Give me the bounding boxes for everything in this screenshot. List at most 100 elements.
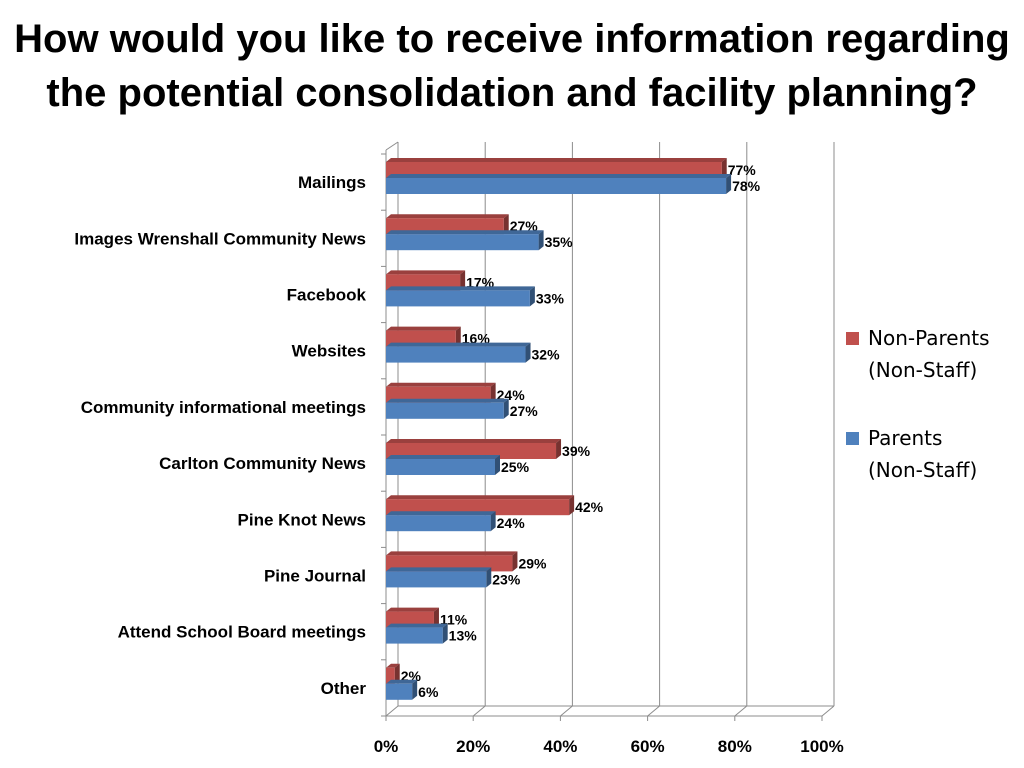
bar-non-parents-non-staff-mailings-side: [721, 158, 727, 178]
bar-non-parents-non-staff-pine-journal-side: [512, 551, 518, 572]
x-tick-label-2: 40%: [543, 737, 577, 756]
bar-non-parents-non-staff-websites-top: [386, 326, 461, 331]
bar-parents-non-staff-attend-school-board-meetings-top: [386, 623, 448, 628]
category-label-other: Other: [321, 679, 367, 698]
x-tick-label-1: 20%: [456, 737, 490, 756]
legend-swatch-non-parents: [846, 332, 859, 345]
bar-non-parents-non-staff-images-wrenshall-community-news-side: [503, 214, 509, 235]
floor-edge-2: [560, 705, 573, 717]
x-tick-label-5: 100%: [800, 737, 843, 756]
bar-parents-non-staff-websites-top: [386, 342, 531, 347]
bar-parents-non-staff-images-wrenshall-community-news-side: [538, 230, 544, 251]
x-tick-label-3: 60%: [631, 737, 665, 756]
data-label-non-parents-non-staff-pine-journal: 29%: [518, 555, 547, 571]
category-label-community-informational-meetings: Community informational meetings: [81, 398, 366, 417]
category-label-pine-knot-news: Pine Knot News: [238, 510, 366, 529]
bar-non-parents-non-staff-other-side: [394, 663, 400, 684]
data-label-non-parents-non-staff-mailings: 77%: [728, 162, 757, 178]
bar-parents-non-staff-other-side: [412, 679, 418, 700]
bar-parents-non-staff-mailings: [386, 178, 727, 194]
legend-label-parents-line-1: Parents: [868, 426, 943, 450]
chart-title: How would you like to receive informatio…: [0, 12, 1024, 120]
floor-edge-4: [734, 705, 748, 717]
data-label-parents-non-staff-community-informational-meetings: 27%: [510, 403, 539, 419]
bar-parents-non-staff-community-informational-meetings-top: [386, 398, 509, 403]
category-label-images-wrenshall-community-news: Images Wrenshall Community News: [74, 229, 366, 248]
category-label-facebook: Facebook: [287, 286, 367, 305]
bar-parents-non-staff-websites: [386, 346, 526, 363]
bar-non-parents-non-staff-carlton-community-news-side: [556, 439, 562, 459]
bar-parents-non-staff-other-top: [386, 679, 418, 684]
bar-non-parents-non-staff-pine-knot-news-side: [569, 495, 575, 516]
data-label-parents-non-staff-pine-journal: 23%: [492, 571, 521, 587]
bar-parents-non-staff-pine-knot-news-top: [386, 511, 496, 516]
left-wall-top: [385, 141, 399, 151]
legend-item-non-parents: Non-Parents (Non-Staff): [846, 322, 1016, 386]
floor-edge-5: [821, 705, 835, 717]
floor-edge-0: [385, 705, 399, 717]
floor-edge-1: [472, 705, 486, 717]
bar-non-parents-non-staff-attend-school-board-meetings-top: [386, 607, 439, 612]
bar-non-parents-non-staff-community-informational-meetings-side: [490, 382, 496, 403]
bar-non-parents-non-staff-pine-knot-news-top: [386, 495, 575, 500]
data-label-non-parents-non-staff-pine-knot-news: 42%: [575, 499, 604, 515]
bar-parents-non-staff-facebook-top: [386, 286, 535, 291]
data-label-parents-non-staff-other: 6%: [418, 684, 439, 700]
bar-parents-non-staff-facebook: [386, 290, 530, 307]
bar-parents-non-staff-mailings-side: [726, 174, 732, 194]
bar-non-parents-non-staff-community-informational-meetings-top: [386, 382, 496, 387]
data-label-parents-non-staff-carlton-community-news: 25%: [501, 459, 530, 475]
bar-parents-non-staff-websites-side: [525, 342, 531, 363]
data-label-parents-non-staff-attend-school-board-meetings: 13%: [449, 628, 478, 644]
bar-parents-non-staff-facebook-side: [529, 286, 535, 307]
floor-edge-3: [647, 705, 660, 717]
bar-parents-non-staff-community-informational-meetings-side: [503, 398, 509, 419]
bar-parents-non-staff-community-informational-meetings: [386, 402, 504, 419]
bar-parents-non-staff-attend-school-board-meetings-side: [442, 623, 448, 644]
bar-parents-non-staff-pine-knot-news-side: [490, 511, 496, 532]
bar-parents-non-staff-carlton-community-news-side: [495, 455, 500, 475]
data-label-parents-non-staff-pine-knot-news: 24%: [497, 515, 526, 531]
bar-non-parents-non-staff-attend-school-board-meetings-side: [433, 607, 439, 628]
data-label-non-parents-non-staff-carlton-community-news: 39%: [562, 443, 591, 459]
bar-parents-non-staff-attend-school-board-meetings: [386, 627, 443, 644]
x-tick-label-0: 0%: [374, 737, 399, 756]
category-label-pine-journal: Pine Journal: [264, 567, 366, 586]
chart-title-line-1: How would you like to receive informatio…: [14, 17, 1010, 61]
bar-parents-non-staff-other: [386, 683, 413, 700]
data-label-parents-non-staff-websites: 32%: [532, 347, 561, 363]
category-label-attend-school-board-meetings: Attend School Board meetings: [118, 623, 366, 642]
bar-non-parents-non-staff-other: [386, 667, 395, 684]
chart-title-line-2: the potential consolidation and facility…: [46, 71, 978, 115]
legend-label-parents-line-2: (Non-Staff): [868, 458, 978, 482]
legend-label-non-parents-line-2: (Non-Staff): [868, 358, 978, 382]
category-label-carlton-community-news: Carlton Community News: [159, 454, 366, 473]
category-label-websites: Websites: [292, 342, 366, 361]
data-label-parents-non-staff-mailings: 78%: [732, 178, 761, 194]
bar-parents-non-staff-pine-knot-news: [386, 515, 491, 532]
data-label-parents-non-staff-facebook: 33%: [536, 290, 565, 306]
legend: Non-Parents (Non-Staff) Parents (Non-Sta…: [846, 322, 1016, 522]
bar-parents-non-staff-pine-journal-side: [486, 567, 492, 588]
bar-parents-non-staff-images-wrenshall-community-news-top: [386, 230, 544, 235]
bar-non-parents-non-staff-images-wrenshall-community-news-top: [386, 214, 509, 219]
legend-swatch-parents: [846, 432, 859, 445]
bar-non-parents-non-staff-websites-side: [455, 326, 461, 347]
bar-non-parents-non-staff-facebook-top: [386, 270, 466, 275]
bar-non-parents-non-staff-pine-journal-top: [386, 551, 518, 556]
bar-parents-non-staff-carlton-community-news: [386, 459, 495, 475]
bar-non-parents-non-staff-facebook-side: [460, 270, 466, 291]
bar-non-parents-non-staff-carlton-community-news-top: [386, 439, 562, 443]
data-label-parents-non-staff-images-wrenshall-community-news: 35%: [545, 234, 574, 250]
legend-item-parents: Parents (Non-Staff): [846, 422, 1016, 486]
bar-parents-non-staff-mailings-top: [386, 174, 732, 178]
legend-label-non-parents-line-1: Non-Parents: [868, 326, 990, 350]
x-tick-label-4: 80%: [718, 737, 752, 756]
category-label-mailings: Mailings: [298, 173, 366, 192]
bar-non-parents-non-staff-other-top: [386, 663, 400, 668]
bar-parents-non-staff-images-wrenshall-community-news: [386, 234, 539, 251]
bar-non-parents-non-staff-mailings-top: [386, 158, 727, 162]
bar-parents-non-staff-pine-journal-top: [386, 567, 492, 572]
bar-parents-non-staff-carlton-community-news-top: [386, 455, 500, 459]
